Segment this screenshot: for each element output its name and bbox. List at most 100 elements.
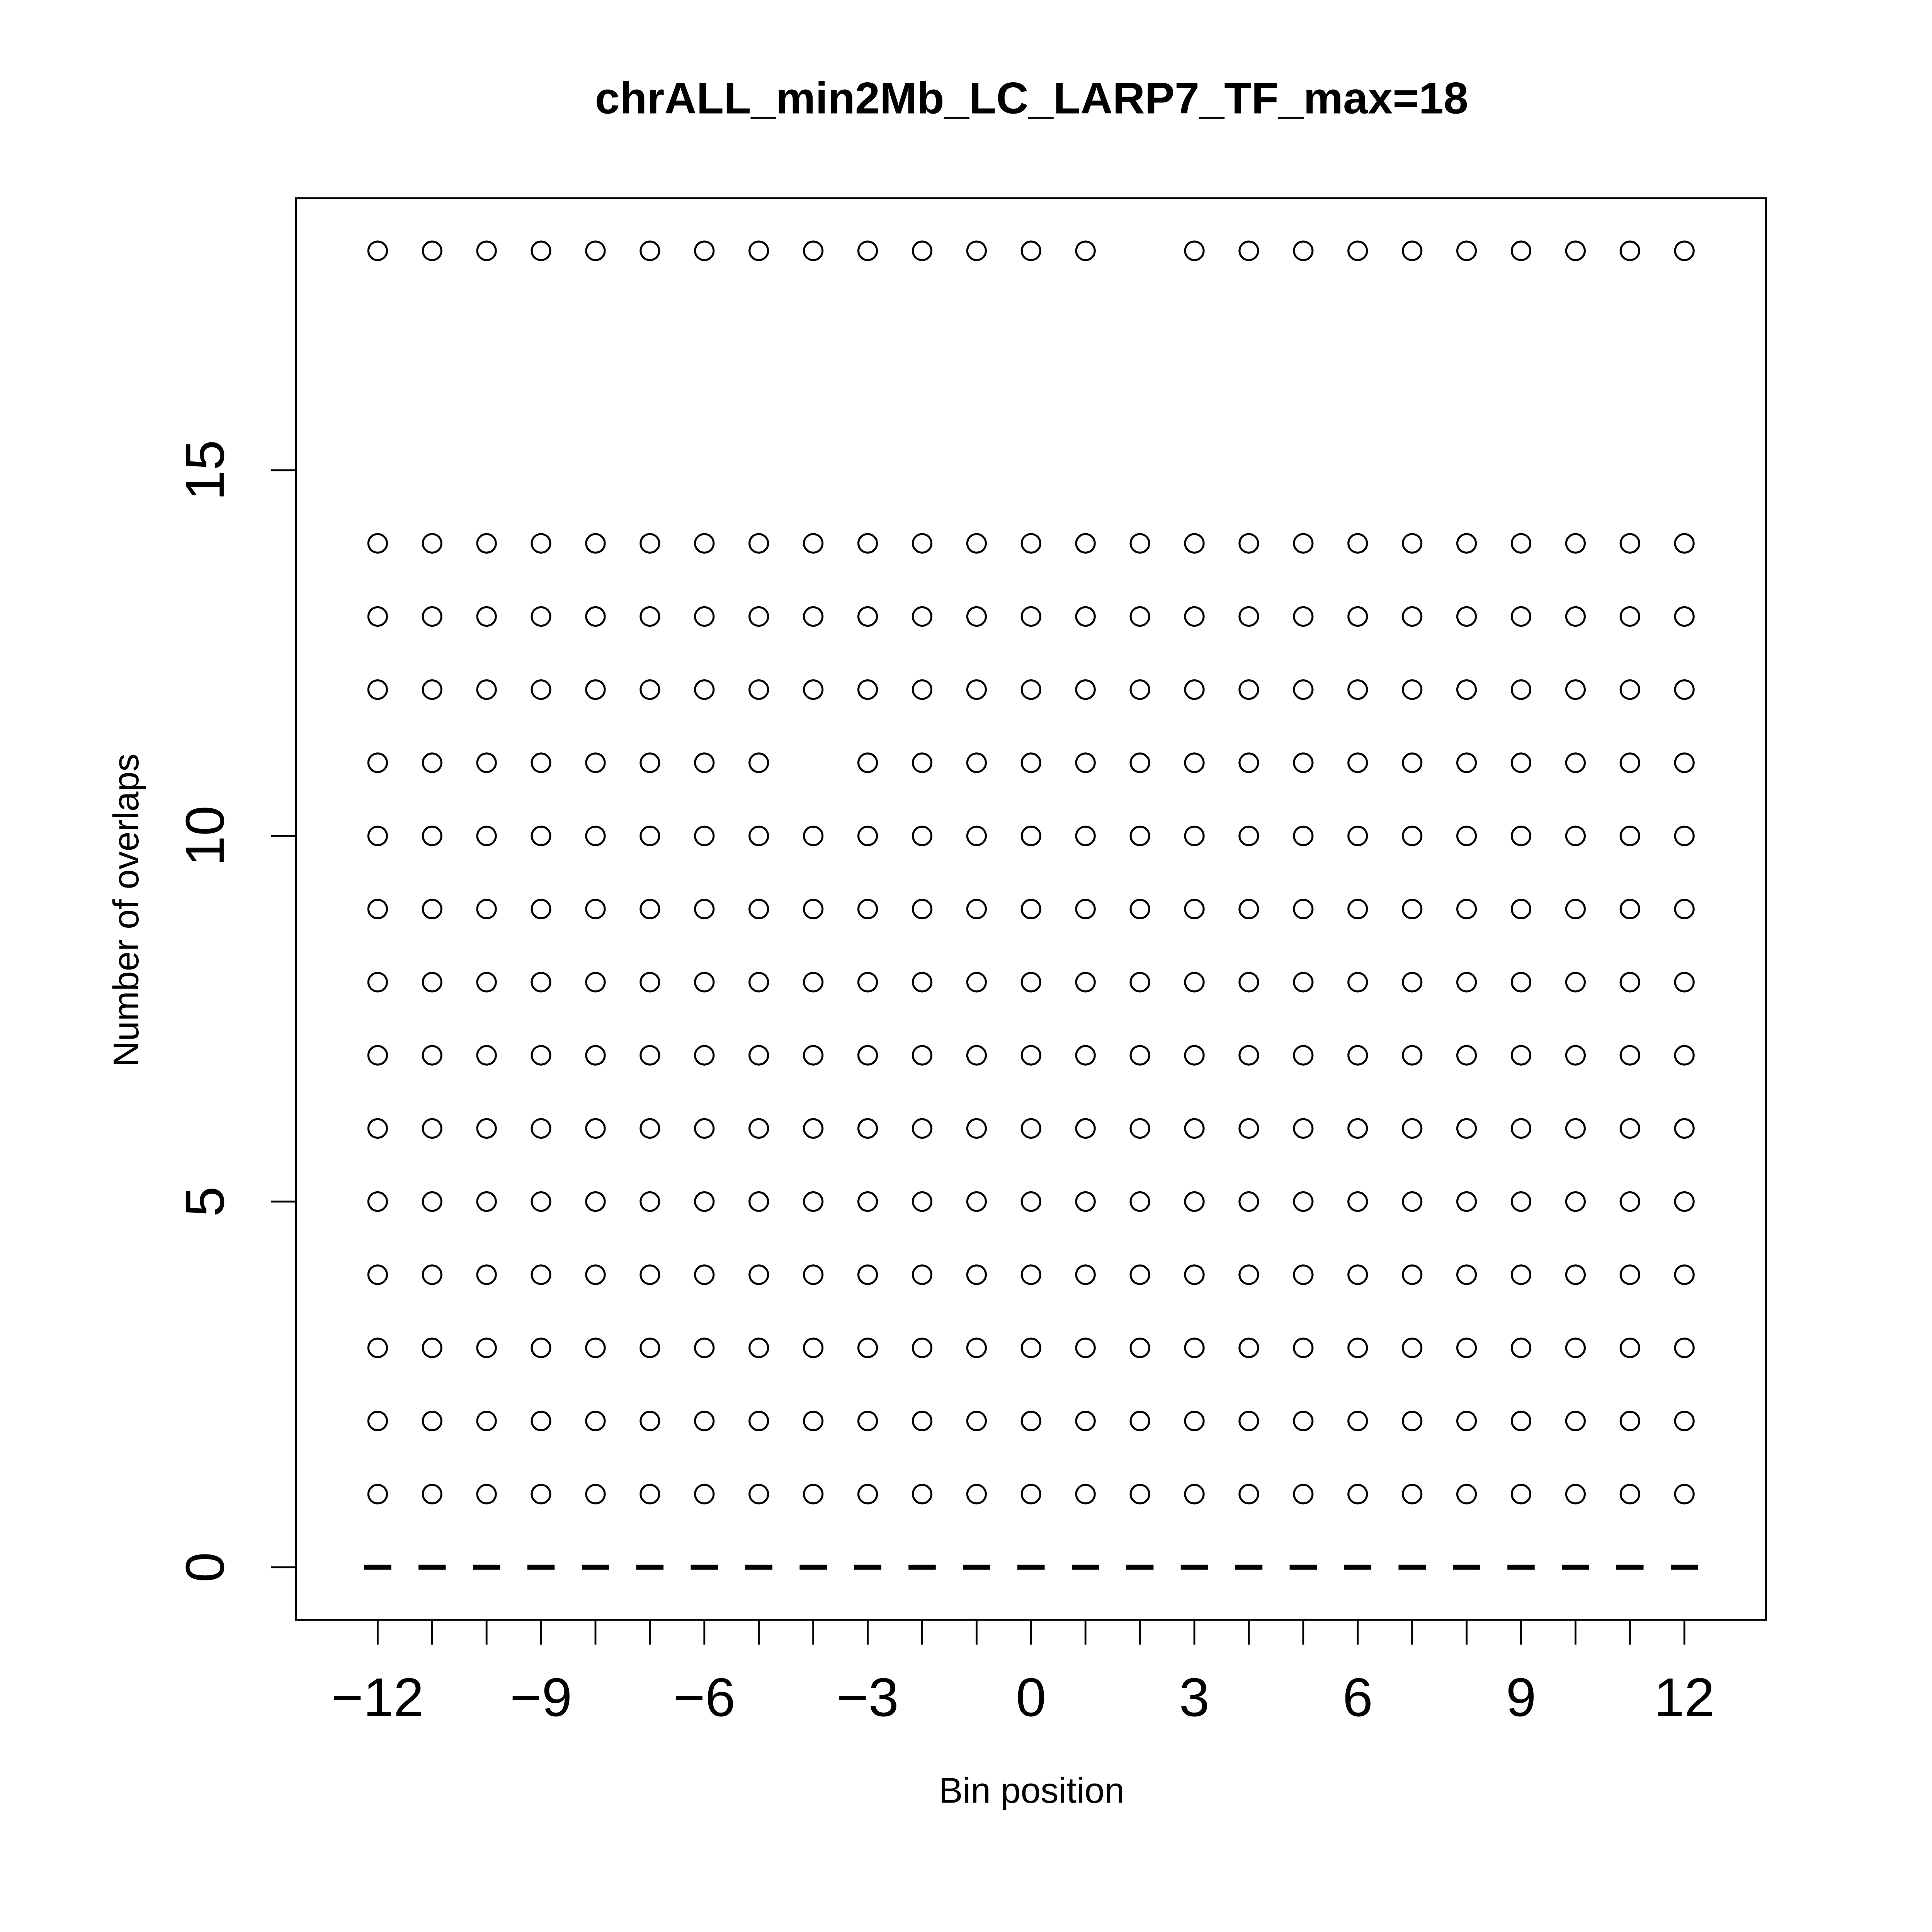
point xyxy=(1075,1191,1096,1212)
point xyxy=(694,240,715,261)
point xyxy=(422,898,442,920)
point xyxy=(694,1484,715,1505)
point xyxy=(1129,1264,1150,1285)
point xyxy=(1565,898,1586,920)
point xyxy=(966,972,987,993)
point xyxy=(1456,606,1477,627)
point xyxy=(1184,1191,1205,1212)
point xyxy=(476,240,497,261)
point xyxy=(912,752,933,773)
point xyxy=(857,1337,878,1358)
point xyxy=(1510,679,1532,700)
point xyxy=(803,1118,824,1139)
point xyxy=(857,825,878,846)
point xyxy=(531,606,551,627)
point xyxy=(803,1410,824,1432)
point xyxy=(1565,1410,1586,1432)
point xyxy=(1510,606,1532,627)
point xyxy=(1402,1337,1423,1358)
point xyxy=(1020,679,1041,700)
point xyxy=(1619,240,1640,261)
point xyxy=(1456,1337,1477,1358)
point xyxy=(639,825,660,846)
point xyxy=(639,1337,660,1358)
x-tick-label: −6 xyxy=(673,1667,735,1728)
point xyxy=(1402,1045,1423,1066)
point xyxy=(1510,752,1532,773)
point xyxy=(1129,825,1150,846)
point xyxy=(422,1337,442,1358)
point xyxy=(1293,1410,1314,1432)
point xyxy=(1402,1191,1423,1212)
point xyxy=(803,1045,824,1066)
point xyxy=(1238,1264,1259,1285)
point xyxy=(1184,679,1205,700)
point xyxy=(694,1264,715,1285)
point xyxy=(1456,825,1477,846)
point xyxy=(1075,825,1096,846)
point xyxy=(367,1337,388,1358)
point xyxy=(912,1484,933,1505)
point xyxy=(585,1191,606,1212)
point xyxy=(1020,825,1041,846)
point xyxy=(1184,972,1205,993)
point xyxy=(1456,1484,1477,1505)
point xyxy=(1347,1410,1368,1432)
point xyxy=(1020,1410,1041,1432)
point xyxy=(1510,1191,1532,1212)
point xyxy=(912,606,933,627)
point xyxy=(803,533,824,554)
point xyxy=(966,1264,987,1285)
point xyxy=(1674,972,1695,993)
point xyxy=(748,1118,769,1139)
point xyxy=(912,1118,933,1139)
point xyxy=(585,240,606,261)
point xyxy=(1293,240,1314,261)
point xyxy=(1020,1045,1041,1066)
point xyxy=(585,679,606,700)
x-tick-label: −9 xyxy=(510,1667,572,1728)
point xyxy=(1347,679,1368,700)
point xyxy=(476,533,497,554)
point xyxy=(1619,1484,1640,1505)
point xyxy=(1565,1337,1586,1358)
point xyxy=(1674,1191,1695,1212)
point xyxy=(912,898,933,920)
point xyxy=(1565,1264,1586,1285)
point xyxy=(694,606,715,627)
point xyxy=(857,972,878,993)
point xyxy=(1075,1337,1096,1358)
point xyxy=(639,1410,660,1432)
point xyxy=(1075,898,1096,920)
point xyxy=(912,1045,933,1066)
point xyxy=(748,752,769,773)
point xyxy=(694,972,715,993)
point xyxy=(694,752,715,773)
point xyxy=(1565,533,1586,554)
point xyxy=(912,825,933,846)
point xyxy=(531,533,551,554)
point xyxy=(694,1410,715,1432)
point xyxy=(1674,1410,1695,1432)
point xyxy=(1674,898,1695,920)
point xyxy=(1565,679,1586,700)
point xyxy=(1674,752,1695,773)
point xyxy=(1510,1264,1532,1285)
x-axis-label: Bin position xyxy=(939,1770,1124,1811)
point xyxy=(748,1264,769,1285)
point xyxy=(1075,533,1096,554)
point xyxy=(1565,752,1586,773)
point xyxy=(531,1045,551,1066)
point xyxy=(1293,898,1314,920)
point xyxy=(1129,1410,1150,1432)
point xyxy=(694,898,715,920)
point xyxy=(1674,240,1695,261)
point xyxy=(1456,972,1477,993)
point xyxy=(1347,1045,1368,1066)
point xyxy=(585,1337,606,1358)
point xyxy=(1075,1410,1096,1432)
point xyxy=(748,1484,769,1505)
point xyxy=(476,1045,497,1066)
point xyxy=(1674,1264,1695,1285)
point xyxy=(1619,1045,1640,1066)
